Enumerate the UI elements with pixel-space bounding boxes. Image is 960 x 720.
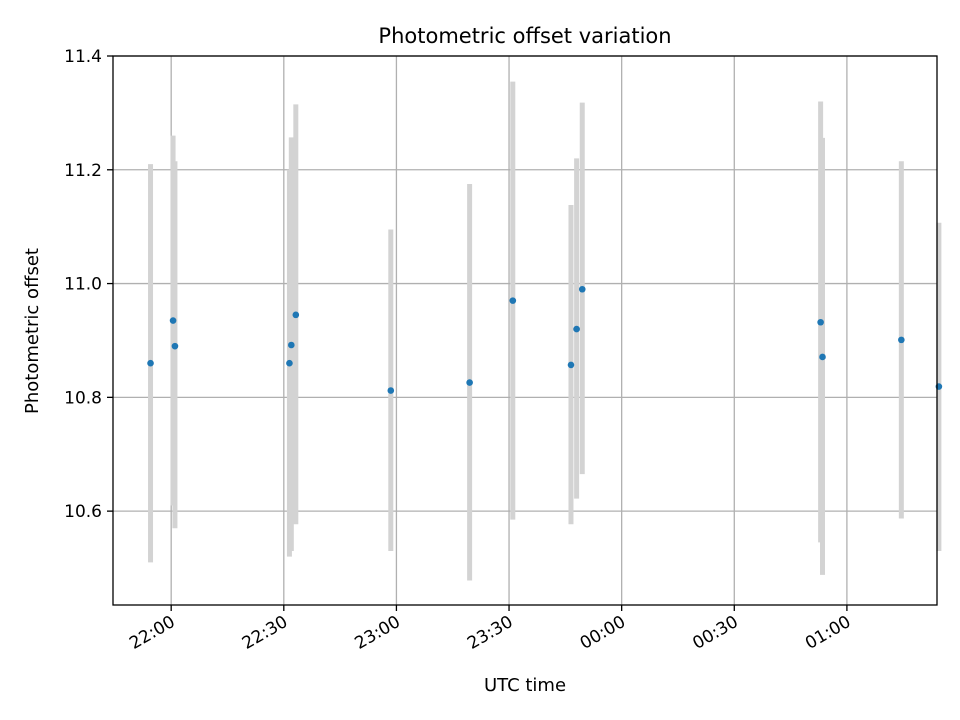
- data-point: [817, 318, 824, 326]
- data-point: [509, 297, 517, 304]
- plot-frame: [112, 55, 938, 606]
- data-point: [292, 311, 300, 319]
- y-tick-label: 11.2: [64, 161, 102, 181]
- data-point: [387, 387, 395, 394]
- data-point: [898, 336, 905, 344]
- data-point: [288, 341, 295, 349]
- data-point: [567, 361, 575, 369]
- data-point: [573, 325, 580, 333]
- data-point: [286, 359, 293, 367]
- data-point: [578, 285, 586, 293]
- data-point: [466, 379, 473, 386]
- data-point: [171, 342, 179, 350]
- data-point: [819, 353, 826, 361]
- point-layer: [147, 285, 943, 394]
- x-axis-label: UTC time: [484, 675, 566, 696]
- chart-title: Photometric offset variation: [378, 24, 671, 48]
- y-axis-label: Photometric offset: [22, 248, 43, 414]
- y-tick-label: 11.0: [64, 275, 102, 295]
- y-tick-label: 11.4: [64, 47, 102, 67]
- y-tick-label: 10.8: [64, 388, 102, 408]
- data-point: [169, 317, 177, 324]
- y-tick-label: 10.6: [64, 502, 102, 522]
- data-point: [147, 359, 154, 367]
